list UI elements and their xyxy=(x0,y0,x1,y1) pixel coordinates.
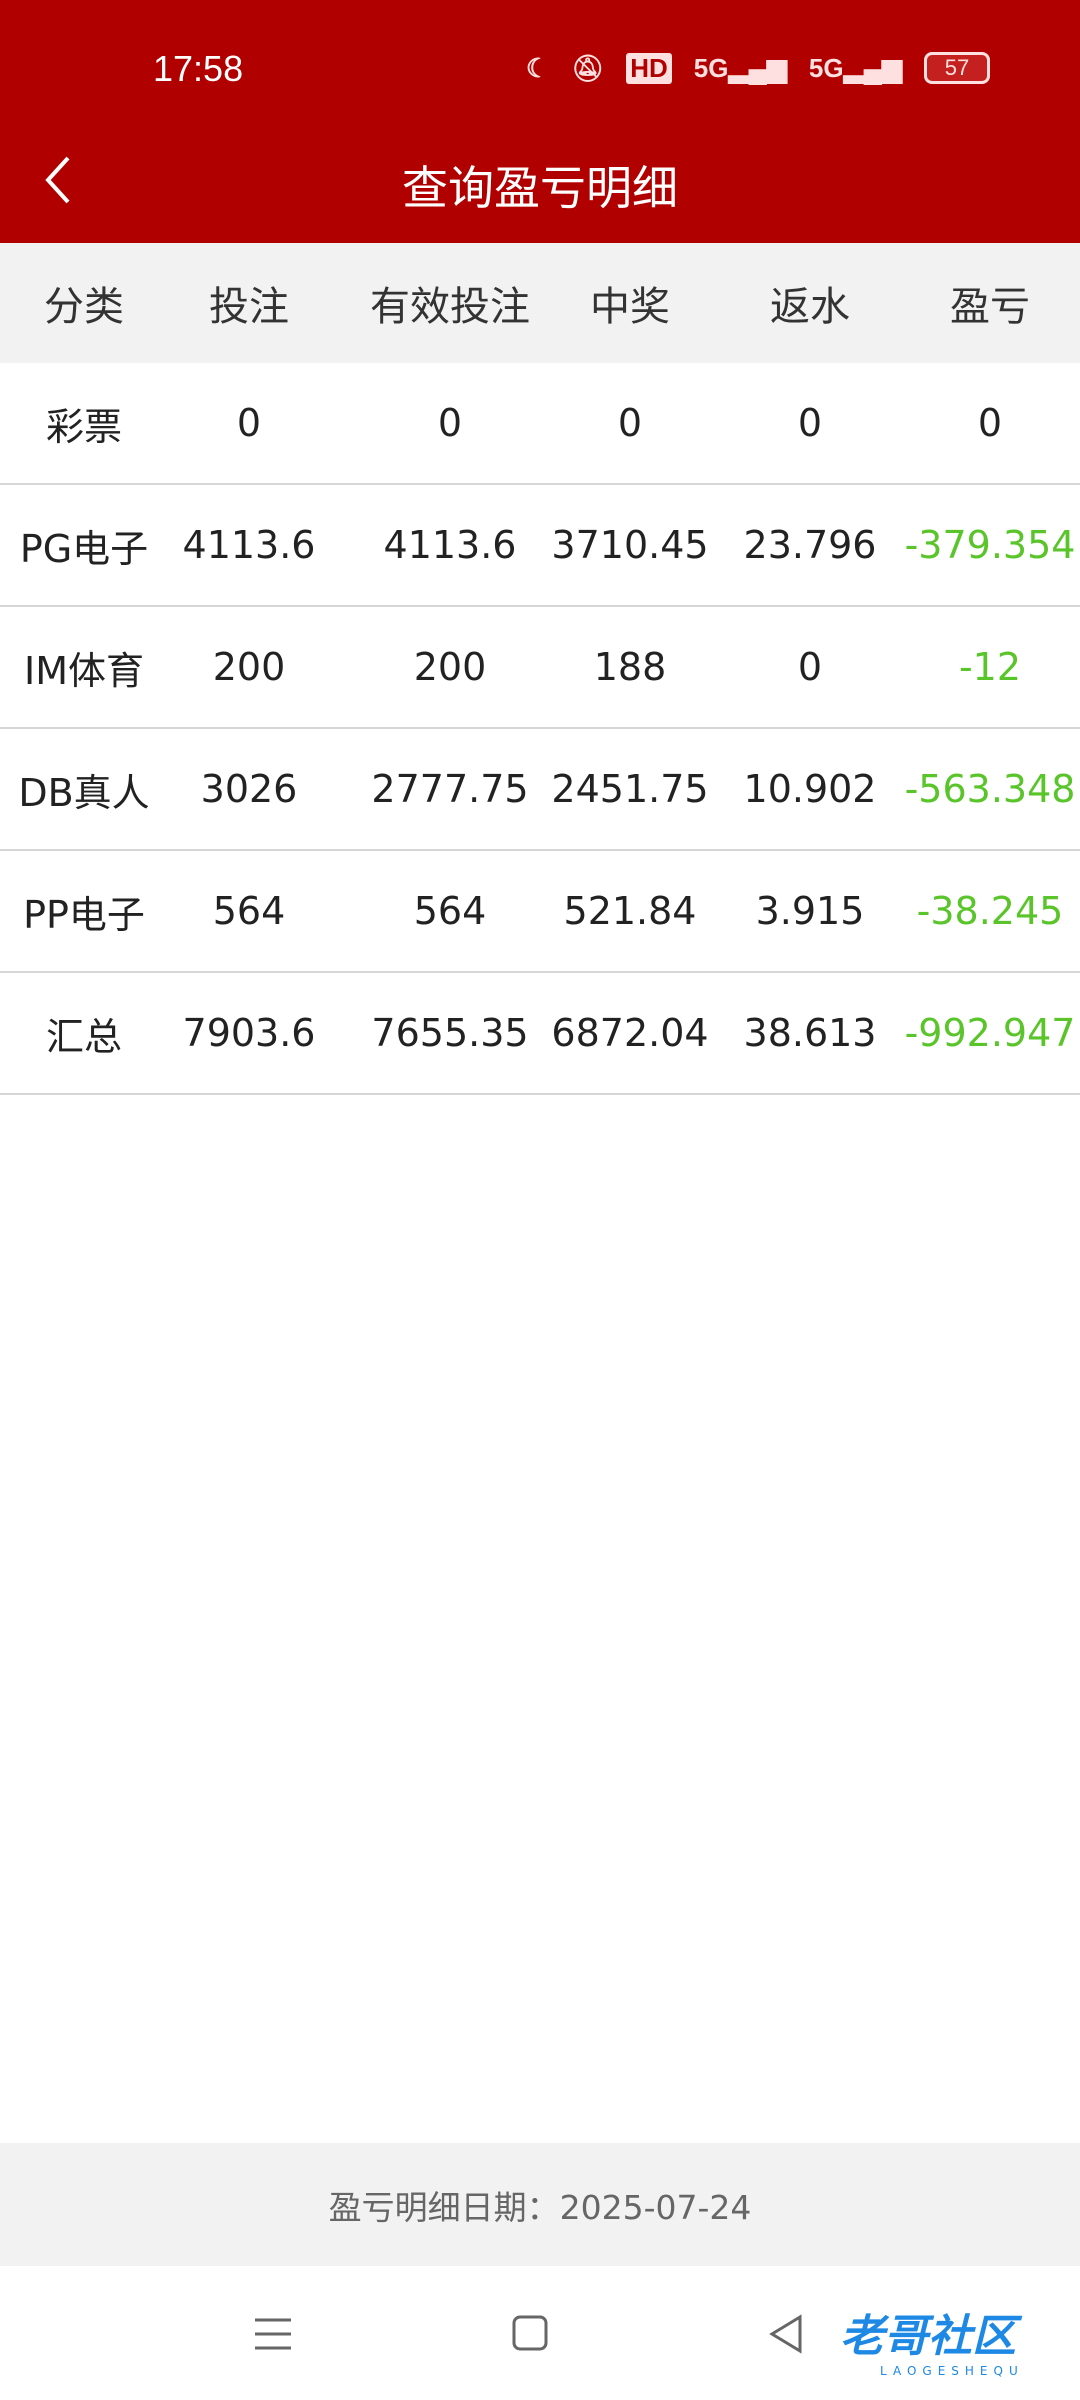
table-cell: 3026 xyxy=(200,767,298,811)
column-header: 有效投注 xyxy=(370,284,530,330)
table-cell: 汇总 xyxy=(45,1014,123,1059)
table-cell: 23.796 xyxy=(743,523,877,567)
column-header: 返水 xyxy=(770,284,850,330)
status-time: 17:58 xyxy=(153,48,244,89)
battery-icon: 57 xyxy=(924,52,990,84)
table-row: IM体育 200 200 188 0 -12 xyxy=(0,607,1080,729)
column-header: 中奖 xyxy=(590,284,670,330)
table-cell: 0 xyxy=(437,401,463,445)
table-row: DB真人 3026 2777.75 2451.75 10.902 -563.348 xyxy=(0,729,1080,851)
table-cell: 3710.45 xyxy=(551,523,709,567)
signal-icon: 5G▂▄▆ xyxy=(693,52,787,83)
table-cell: IM体育 xyxy=(24,648,144,693)
table-row: PP电子 564 564 521.84 3.915 -38.245 xyxy=(0,851,1080,973)
table-cell: 0 xyxy=(797,645,823,689)
system-nav-bar xyxy=(0,2266,1080,2400)
table-cell: 0 xyxy=(797,401,823,445)
status-icons: ☾ 🔕︎ HD 5G▂▄▆ 5G▂▄▆ 57 xyxy=(526,52,990,84)
table-cell: -12 xyxy=(958,645,1022,689)
app-header: 17:58 ☾ 🔕︎ HD 5G▂▄▆ 5G▂▄▆ 57 查询盈亏明细 xyxy=(0,0,1080,243)
table-cell: 彩票 xyxy=(45,404,123,449)
table-cell: -563.348 xyxy=(904,767,1076,811)
table-cell: 38.613 xyxy=(743,1011,877,1055)
table-cell: 564 xyxy=(212,889,286,933)
signal-icon-2: 5G▂▄▆ xyxy=(808,52,902,83)
table-cell: 200 xyxy=(413,645,487,689)
table-cell: -992.947 xyxy=(904,1011,1076,1055)
back-nav-icon[interactable] xyxy=(768,2314,804,2354)
page-title: 查询盈亏明细 xyxy=(402,161,678,215)
table-cell: DB真人 xyxy=(18,770,150,815)
watermark-logo: 老哥社区 LAOGESHEQU xyxy=(840,2311,1024,2378)
table-header: 分类 投注 有效投注 中奖 返水 盈亏 xyxy=(0,243,1080,363)
table-cell: 4113.6 xyxy=(182,523,316,567)
table-cell: 2451.75 xyxy=(551,767,709,811)
table-cell: 6872.04 xyxy=(551,1011,709,1055)
back-icon[interactable] xyxy=(38,150,82,210)
table-cell: 4113.6 xyxy=(383,523,517,567)
table-cell: 3.915 xyxy=(755,889,865,933)
table-cell: 200 xyxy=(212,645,286,689)
footer-date: 盈亏明细日期：2025-07-24 xyxy=(0,2143,1080,2266)
table-cell: 2777.75 xyxy=(371,767,529,811)
table-cell: 0 xyxy=(617,401,643,445)
table-row: 汇总 7903.6 7655.35 6872.04 38.613 -992.947 xyxy=(0,973,1080,1095)
column-header: 盈亏 xyxy=(950,284,1030,330)
bell-off-icon: 🔕︎ xyxy=(571,52,605,83)
table-cell: PP电子 xyxy=(23,892,145,937)
table-cell: 7903.6 xyxy=(182,1011,316,1055)
table-cell: -38.245 xyxy=(916,889,1064,933)
table-cell: 0 xyxy=(977,401,1003,445)
table-cell: PG电子 xyxy=(19,526,149,571)
hd-icon: HD xyxy=(626,52,672,84)
table-cell: -379.354 xyxy=(904,523,1076,567)
table-cell: 521.84 xyxy=(563,889,697,933)
column-header: 投注 xyxy=(209,284,289,330)
table-cell: 0 xyxy=(236,401,262,445)
home-icon[interactable] xyxy=(512,2315,548,2351)
table-row: 彩票 0 0 0 0 0 xyxy=(0,363,1080,485)
moon-icon: ☾ xyxy=(525,52,550,83)
table-cell: 188 xyxy=(593,645,667,689)
menu-icon[interactable] xyxy=(253,2316,293,2352)
column-header: 分类 xyxy=(44,284,124,330)
table-cell: 7655.35 xyxy=(371,1011,529,1055)
table-cell: 10.902 xyxy=(743,767,877,811)
table-cell: 564 xyxy=(413,889,487,933)
table-row: PG电子 4113.6 4113.6 3710.45 23.796 -379.354 xyxy=(0,485,1080,607)
